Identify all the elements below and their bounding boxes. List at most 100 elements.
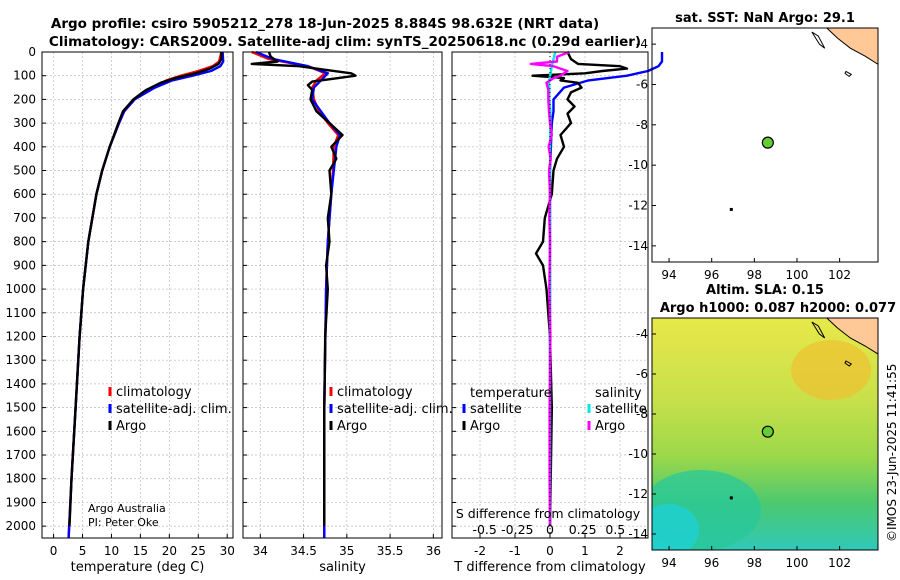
- salinity-xtick-label: 35: [339, 544, 354, 558]
- island-outline: [811, 31, 826, 49]
- depth-tick-label: 1700: [5, 448, 36, 462]
- temperature-panel: 0 5 10 15 20 25 30 temperature (deg C): [41, 51, 235, 575]
- depth-tick-label: 100: [13, 69, 36, 83]
- figure-title-line1: Argo profile: csiro 5905212_278 18-Jun-2…: [51, 16, 599, 32]
- map_sst-lon-tick-label: 96: [704, 268, 719, 282]
- salinity-axes-frame: [242, 51, 443, 539]
- depth-tick-label: 700: [13, 211, 36, 225]
- island-outline: [811, 321, 826, 339]
- temperature-xtick-label: 10: [104, 544, 119, 558]
- difference-top-xlabel: S difference from climatology: [456, 506, 641, 521]
- figure-title-line2: Climatology: CARS2009. Satellite-adj cli…: [49, 34, 641, 50]
- depth-tick-label: 1400: [5, 377, 36, 391]
- temperature-xtick-label: 15: [133, 544, 148, 558]
- depth-tick-label: 500: [13, 164, 36, 178]
- depth-tick-label: 1900: [5, 495, 36, 509]
- map_sst-area: [729, 28, 878, 211]
- depth-tick-label: 2000: [5, 519, 36, 533]
- salinity-legend-label: Argo: [337, 419, 367, 434]
- salinity-xlabel: salinity: [319, 560, 366, 575]
- map_sst-lat-tick-label: -10: [628, 158, 648, 172]
- salinity-legend-label: climatology: [337, 385, 413, 400]
- depth-tick-label: 1100: [5, 306, 36, 320]
- map_sla-lat-tick-label: -14: [628, 527, 648, 541]
- difference-xtick-label: 0: [546, 544, 554, 558]
- map_sst-lon-tick-label: 98: [747, 268, 762, 282]
- map_sst-lat-tick-label: -4: [636, 37, 648, 51]
- difference-xtick-label: -2: [474, 544, 486, 558]
- map_sla-lat-tick-label: -12: [628, 487, 648, 501]
- difference-top-xtick-label: 0.25: [569, 522, 597, 537]
- depth-tick-label: 1800: [5, 472, 36, 486]
- island-outline: [844, 360, 853, 367]
- salinity-xtick-label: 35.5: [377, 544, 404, 558]
- depth-tick-label: 1300: [5, 353, 36, 367]
- map_sst-lon-tick-label: 102: [828, 268, 851, 282]
- map_sst-title: sat. SST: NaN Argo: 29.1: [675, 11, 855, 26]
- difference-top-xtick-label: 0: [546, 522, 554, 537]
- argo-float-marker: [761, 136, 774, 149]
- difference-legend-label: satellite: [470, 402, 522, 417]
- map_sla-lon-tick-label: 94: [661, 556, 676, 570]
- map_sst-lon-tick-label: 100: [786, 268, 809, 282]
- depth-tick-label: 1500: [5, 401, 36, 415]
- sla-low-core: [652, 504, 700, 550]
- difference-series-temperature-argo: [531, 51, 629, 527]
- temperature-xlabel: temperature (deg C): [71, 560, 205, 575]
- map_sst-lat-tick-label: -12: [628, 199, 648, 213]
- depth-tick-label: 1200: [5, 329, 36, 343]
- map_sst-lat-tick-label: -6: [636, 77, 648, 91]
- salinity-panel: 34 34.5 35 35.5 36 salinity: [242, 50, 443, 575]
- temperature-xtick-label: 5: [79, 544, 87, 558]
- map_sst-lat-tick-label: -8: [636, 118, 648, 132]
- difference-top-xtick-label: -0.25: [501, 522, 533, 537]
- temperature-xtick-label: 30: [220, 544, 235, 558]
- depth-tick-label: 300: [13, 116, 36, 130]
- island-outline: [844, 70, 853, 78]
- difference-top-xtick-label: -0.5: [472, 522, 496, 537]
- map_sla-lon-tick-label: 100: [786, 556, 809, 570]
- salinity-xtick-label: 34: [253, 544, 268, 558]
- credit-line: Argo Australia: [88, 502, 166, 515]
- depth-tick-label: 600: [13, 187, 36, 201]
- temperature-xtick-label: 0: [50, 544, 58, 558]
- salinity-series-argo: [250, 51, 357, 527]
- salinity-xtick-label: 36: [426, 544, 441, 558]
- temperature-legend-label: climatology: [116, 385, 192, 400]
- depth-tick-label: 400: [13, 140, 36, 154]
- depth-tick-label: 900: [13, 258, 36, 272]
- temperature-axes-frame: [41, 51, 234, 539]
- difference-legend-title: temperature: [470, 386, 552, 401]
- sumatra-land: [826, 28, 878, 65]
- map_sst-frame: [651, 27, 879, 263]
- map_sla-frame: [651, 317, 879, 551]
- temperature-legend-label: Argo: [116, 419, 146, 434]
- cocos-island-marker: [729, 207, 733, 211]
- depth-tick-label: 200: [13, 92, 36, 106]
- map_sla-lat-tick-label: -10: [628, 447, 648, 461]
- map_sst-lon-tick-label: 94: [661, 268, 676, 282]
- difference-xlabel: T difference from climatology: [453, 560, 646, 575]
- difference-series-salinity-argo: [529, 50, 570, 527]
- map_sst-lat-tick-label: -14: [628, 239, 648, 253]
- difference-legend-label: Argo: [470, 419, 500, 434]
- difference-top-xtick-label: 0.5: [605, 522, 625, 537]
- map_sla-lon-tick-label: 98: [747, 556, 762, 570]
- temperature-series-satellite-adj-clim-: [67, 51, 225, 539]
- map_sla-lon-tick-label: 102: [828, 556, 851, 570]
- difference-legend-title: salinity: [595, 386, 642, 401]
- sumatra-land: [826, 318, 878, 355]
- depth-tick-label: 1600: [5, 424, 36, 438]
- credit-line: PI: Peter Oke: [88, 516, 159, 529]
- imos-timestamp: ©IMOS 23-Jun-2025 11:41:55: [885, 364, 899, 542]
- difference-xtick-label: 1: [581, 544, 589, 558]
- sla-high-blob: [791, 340, 872, 400]
- map_sla-lat-tick-label: -4: [636, 327, 648, 341]
- difference-xtick-label: -1: [509, 544, 521, 558]
- temperature-xtick-label: 25: [191, 544, 206, 558]
- depth-tick-label: 800: [13, 235, 36, 249]
- temperature-xtick-label: 20: [162, 544, 177, 558]
- difference-legend-label: Argo: [595, 419, 625, 434]
- depth-tick-label: 1000: [5, 282, 36, 296]
